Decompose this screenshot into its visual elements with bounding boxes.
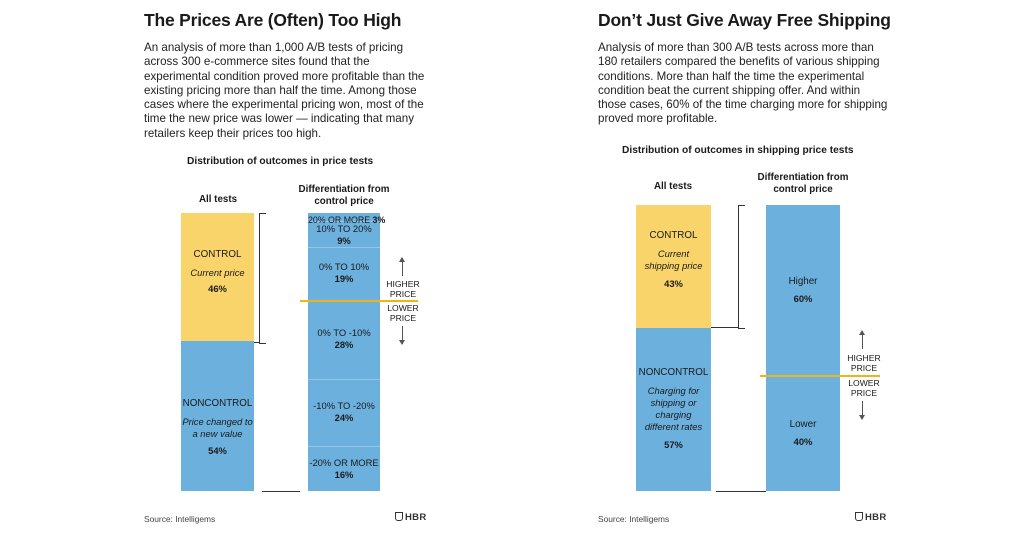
segment-value: 9%: [337, 235, 351, 247]
segment-label: 20% OR MORE 3%: [308, 214, 385, 226]
segment-divider: [308, 446, 380, 447]
control-bracket: [259, 213, 266, 344]
noncontrol-bar: [636, 327, 711, 491]
segment-value: 28%: [334, 339, 354, 351]
shield-icon: [855, 512, 863, 521]
noncontrol-bracket-line: [716, 491, 766, 492]
lower-price-label: LOWER PRICE: [387, 303, 419, 323]
segment-name: 10% TO 20%: [316, 223, 372, 235]
source-note: Source: Intelligems: [144, 514, 216, 524]
control-name: CONTROL: [193, 248, 242, 260]
segment-label: Higher 60%: [766, 276, 840, 305]
down-arrow-icon: [859, 401, 865, 420]
segment-name: -10% TO -20%: [313, 400, 375, 412]
control-name: CONTROL: [649, 230, 698, 242]
control-desc: Current price: [190, 266, 245, 278]
noncontrol-label: NONCONTROL Price changed to a new value …: [181, 398, 254, 457]
differentiation-header: Differentiation from control price: [298, 184, 390, 207]
all-tests-header: All tests: [198, 194, 238, 205]
segment-divider: [308, 247, 380, 248]
higher-price-label: HIGHER PRICE: [386, 279, 420, 299]
segment-value: 19%: [334, 273, 354, 285]
control-label: CONTROL Current shipping price 43%: [636, 230, 711, 290]
differentiation-header: Differentiation from control price: [757, 172, 849, 195]
noncontrol-desc: Price changed to a new value: [182, 415, 253, 439]
shipping-tests-panel: Don’t Just Give Away Free Shipping Analy…: [512, 0, 1024, 538]
control-price-divider: [760, 375, 880, 377]
segment-value: 60%: [793, 292, 813, 304]
noncontrol-value: 54%: [208, 444, 227, 456]
segment-divider: [308, 221, 380, 222]
price-tests-panel: The Prices Are (Often) Too High An analy…: [144, 10, 426, 524]
control-desc: Current shipping price: [644, 248, 703, 272]
control-value: 46%: [208, 282, 227, 294]
noncontrol-bracket-line: [262, 491, 300, 492]
noncontrol-desc: Charging for shipping or charging differ…: [644, 385, 703, 433]
hbr-logo: HBR: [855, 512, 886, 523]
segment-label: 10% TO 20% 9%: [308, 223, 380, 247]
control-bracket-tick: [254, 342, 260, 343]
segment-value: 40%: [793, 435, 813, 447]
chart-subtitle: Distribution of outcomes in shipping pri…: [622, 145, 854, 156]
logo-text: HBR: [865, 512, 887, 523]
control-bar: [636, 205, 711, 328]
noncontrol-name: NONCONTROL: [182, 397, 253, 409]
noncontrol-value: 57%: [664, 439, 683, 451]
panel-title: Don’t Just Give Away Free Shipping: [598, 10, 891, 30]
noncontrol-bar: [181, 340, 254, 491]
chart-subtitle: Distribution of outcomes in price tests: [187, 156, 374, 167]
segment-name: 20% OR MORE: [308, 215, 371, 225]
segment-name: -20% OR MORE: [309, 456, 379, 468]
differentiation-bar: [766, 205, 840, 491]
control-bracket-tick: [711, 327, 739, 328]
down-arrow-icon: [399, 326, 405, 345]
shield-icon: [395, 512, 403, 521]
control-bar: [181, 213, 254, 341]
up-arrow-icon: [859, 330, 865, 349]
source-note: Source: Intelligems: [598, 514, 670, 524]
segment-value: 16%: [334, 468, 354, 480]
control-price-divider: [300, 300, 418, 302]
segment-label: Lower 40%: [766, 419, 840, 448]
segment-label: -10% TO -20% 24%: [308, 400, 380, 424]
all-tests-header: All tests: [653, 181, 693, 192]
segment-divider: [308, 379, 380, 380]
segment-value: 3%: [372, 215, 386, 225]
segment-value: 24%: [334, 412, 354, 424]
control-bracket: [738, 205, 745, 329]
lower-price-label: LOWER PRICE: [848, 378, 880, 398]
noncontrol-name: NONCONTROL: [638, 367, 709, 379]
segment-label: 0% TO -10% 28%: [308, 327, 380, 351]
up-arrow-icon: [399, 257, 405, 276]
differentiation-bar: [308, 213, 380, 491]
higher-price-label: HIGHER PRICE: [847, 353, 881, 373]
segment-name: Higher: [788, 275, 818, 287]
logo-text: HBR: [405, 512, 427, 523]
segment-name: 0% TO 10%: [318, 261, 370, 273]
noncontrol-label: NONCONTROL Charging for shipping or char…: [636, 367, 711, 451]
control-label: CONTROL Current price 46%: [181, 249, 254, 295]
segment-label: -20% OR MORE 16%: [308, 457, 380, 481]
segment-label: 0% TO 10% 19%: [308, 261, 380, 285]
panel-title: The Prices Are (Often) Too High: [144, 10, 402, 30]
panel-description: An analysis of more than 1,000 A/B tests…: [144, 41, 425, 140]
segment-name: 0% TO -10%: [317, 327, 371, 339]
control-value: 43%: [664, 278, 683, 290]
hbr-logo: HBR: [395, 512, 426, 523]
panel-description: Analysis of more than 300 A/B tests acro…: [598, 41, 888, 126]
segment-name: Lower: [789, 418, 817, 430]
